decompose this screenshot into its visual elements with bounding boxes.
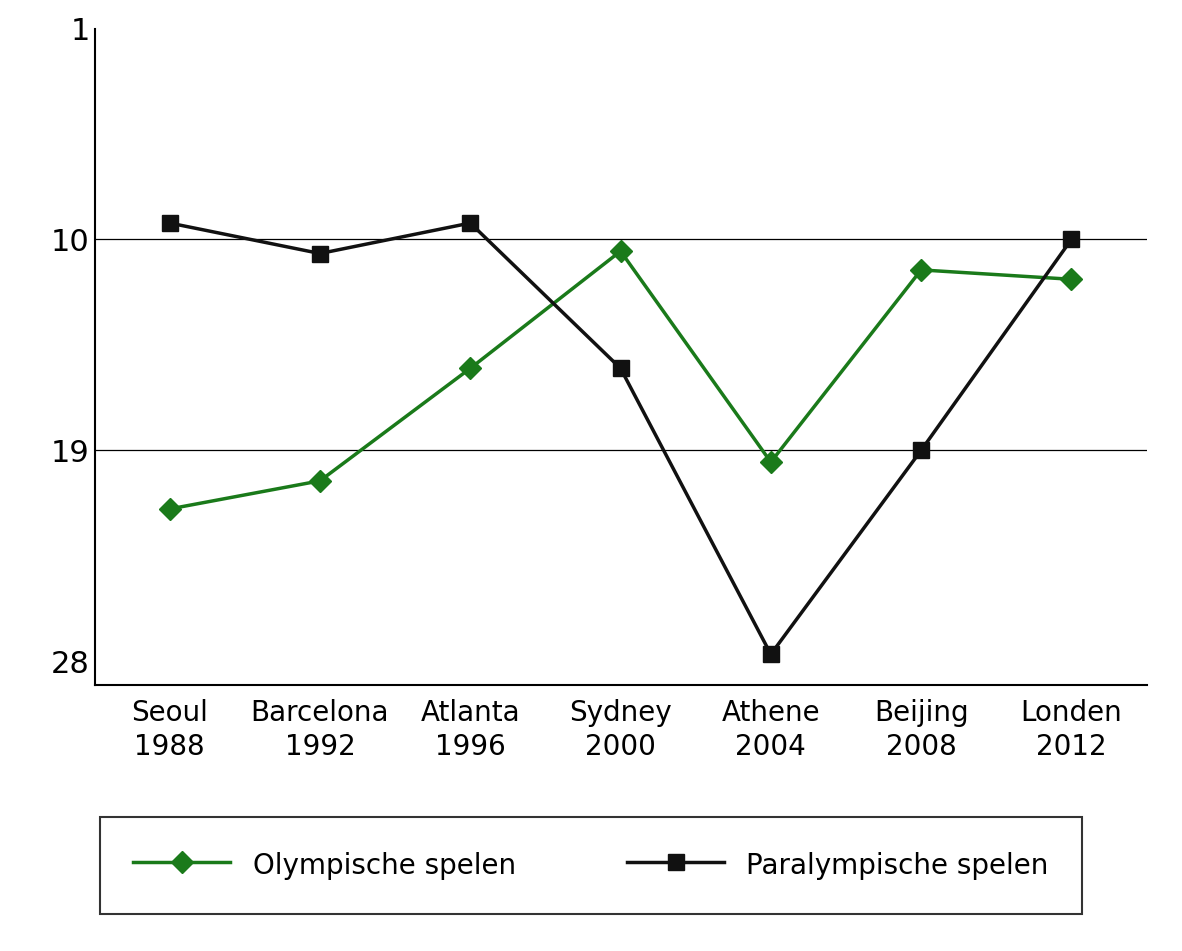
Paralympische spelen bbox=[613, 362, 628, 374]
Olympische spelen bbox=[163, 503, 177, 514]
Paralympische spelen bbox=[1064, 234, 1078, 245]
Olympische spelen bbox=[764, 456, 778, 468]
Olympische spelen bbox=[463, 362, 478, 374]
Paralympische spelen bbox=[914, 445, 928, 456]
Paralympische spelen bbox=[463, 218, 478, 229]
Line: Paralympische spelen: Paralympische spelen bbox=[162, 216, 1079, 662]
Olympische spelen bbox=[613, 245, 628, 257]
Line: Olympische spelen: Olympische spelen bbox=[162, 243, 1079, 516]
Paralympische spelen bbox=[313, 248, 327, 260]
Olympische spelen bbox=[1064, 274, 1078, 285]
Olympische spelen bbox=[313, 476, 327, 487]
Paralympische spelen bbox=[163, 218, 177, 229]
Legend: Olympische spelen, Paralympische spelen: Olympische spelen, Paralympische spelen bbox=[100, 817, 1082, 914]
Paralympische spelen bbox=[764, 649, 778, 660]
Olympische spelen bbox=[914, 264, 928, 276]
